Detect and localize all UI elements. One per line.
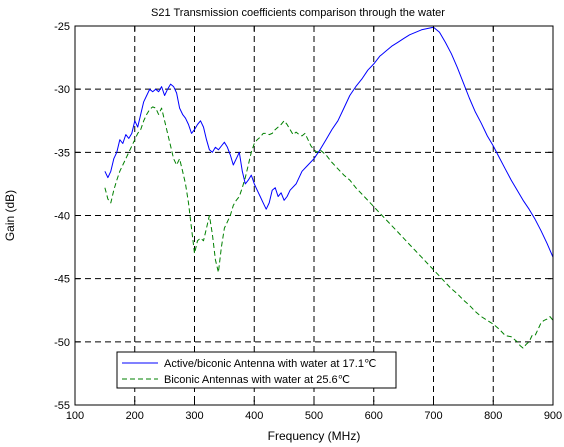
series-line-1: [104, 106, 554, 349]
y-tick-label: -25: [54, 21, 70, 33]
chart-title: S21 Transmission coefficients comparison…: [151, 7, 445, 19]
x-tick-label: 500: [305, 410, 323, 422]
y-tick-label: -35: [54, 147, 70, 159]
y-tick-label: -45: [54, 274, 70, 286]
legend-label-biconic: Biconic Antennas with water at 25.6℃: [164, 374, 350, 386]
y-tick-label: -30: [54, 84, 70, 96]
axis-ticks: 100 200 300 400 500 600 700 800 900 -55 -50 -45 -40 -…: [54, 21, 562, 422]
x-tick-label: 900: [544, 410, 562, 422]
y-tick-label: -55: [54, 400, 70, 412]
x-tick-label: 700: [424, 410, 442, 422]
x-tick-label: 800: [484, 410, 502, 422]
x-tick-label: 300: [185, 410, 203, 422]
x-tick-label: 600: [365, 410, 383, 422]
y-tick-label: -40: [54, 211, 70, 223]
legend: Active/biconic Antenna with water at 17.…: [116, 351, 397, 389]
legend-box: [116, 351, 397, 389]
x-tick-label: 400: [245, 410, 263, 422]
grid: [75, 26, 553, 405]
y-tick-label: -50: [54, 337, 70, 349]
y-axis-label: Gain (dB): [3, 190, 17, 241]
series-layer: [104, 26, 554, 349]
x-tick-label: 100: [66, 410, 84, 422]
legend-label-active-biconic: Active/biconic Antenna with water at 17.…: [164, 358, 376, 370]
x-axis-label: Frequency (MHz): [268, 429, 361, 443]
series-line-0: [104, 26, 554, 258]
x-tick-label: 200: [126, 410, 144, 422]
